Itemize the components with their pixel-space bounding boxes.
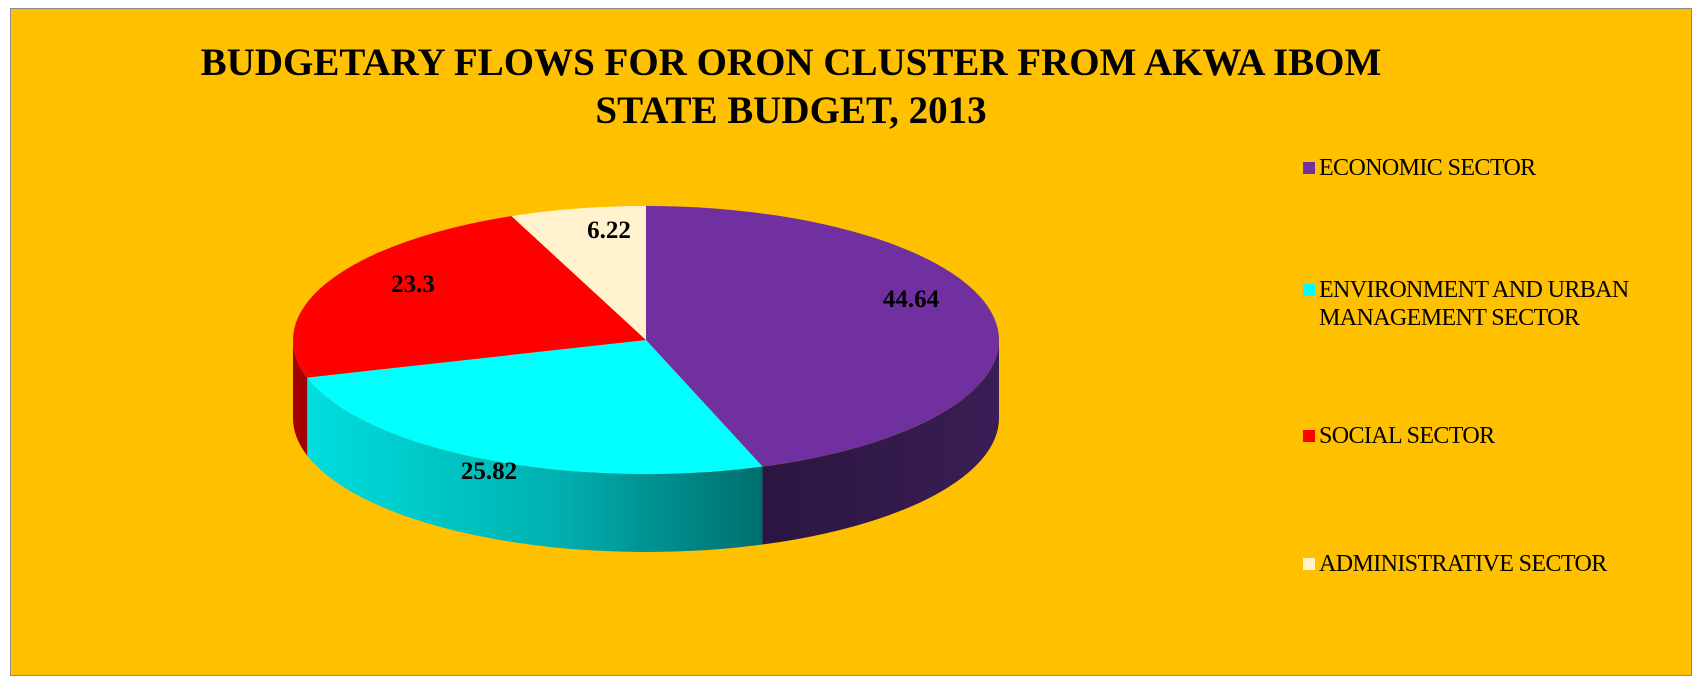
- pie-side-environment-and-urban-management-sector: [307, 377, 763, 552]
- data-label-administrative-sector: 6.22: [587, 217, 631, 244]
- data-label-social-sector: 23.3: [391, 271, 435, 298]
- legend-item-economic-sector: ECONOMIC SECTOR: [1303, 154, 1683, 182]
- legend-swatch: [1303, 284, 1315, 296]
- chart-title: BUDGETARY FLOWS FOR ORON CLUSTER FROM AK…: [200, 41, 1382, 132]
- pie-tops: [292, 206, 999, 475]
- legend-label: ECONOMIC SECTOR: [1319, 155, 1536, 181]
- legend-swatch: [1303, 162, 1315, 174]
- pie-side-economic-sector: [762, 340, 999, 545]
- pie-data-labels: 44.64 25.82 23.3 6.22: [391, 217, 940, 485]
- pie-slice-administrative-sector: [511, 206, 646, 340]
- pie-slice-environment-and-urban-management-sector: [307, 340, 763, 475]
- legend-label: ENVIRONMENT AND URBAN MANAGEMENT SECTOR: [1319, 277, 1629, 331]
- data-label-environment-and-urban-management-sector: 25.82: [461, 458, 517, 485]
- legend-swatch: [1303, 430, 1315, 442]
- pie-side-social-sector: [293, 340, 308, 456]
- legend-label: ADMINISTRATIVE SECTOR: [1319, 551, 1607, 577]
- pie-sides: [293, 340, 999, 552]
- pie-slice-economic-sector: [646, 206, 999, 467]
- legend-item-administrative-sector: ADMINISTRATIVE SECTOR: [1303, 550, 1683, 578]
- pie-chart: 44.64 25.82 23.3 6.22: [292, 206, 999, 552]
- pie-slice-social-sector: [292, 216, 646, 378]
- legend-swatch: [1303, 558, 1315, 570]
- legend-item-social-sector: SOCIAL SECTOR: [1303, 422, 1683, 450]
- legend-item-environment-and-urban-management-sector: ENVIRONMENT AND URBAN MANAGEMENT SECTOR: [1303, 276, 1683, 332]
- legend-label: SOCIAL SECTOR: [1319, 423, 1495, 449]
- chart-area: BUDGETARY FLOWS FOR ORON CLUSTER FROM AK…: [10, 8, 1692, 676]
- data-label-economic-sector: 44.64: [883, 286, 940, 313]
